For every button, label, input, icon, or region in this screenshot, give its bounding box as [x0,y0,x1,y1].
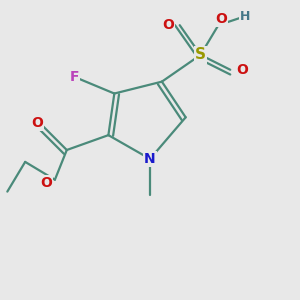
Text: O: O [215,12,227,26]
Text: O: O [31,116,43,130]
Text: O: O [40,176,52,190]
Text: N: N [144,152,156,166]
Text: O: O [236,63,248,77]
Text: S: S [195,47,206,62]
Text: F: F [70,70,79,84]
Text: O: O [162,18,174,32]
Text: H: H [240,10,250,23]
